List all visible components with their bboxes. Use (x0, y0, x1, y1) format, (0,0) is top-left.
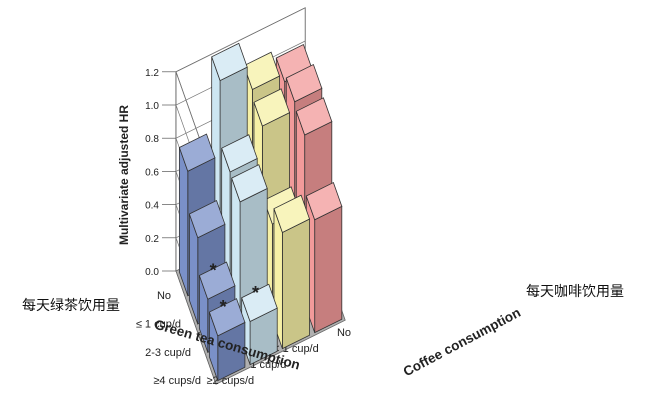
bar-top-face (188, 199, 226, 239)
bar-top-face (231, 164, 268, 203)
significance-marker: * (210, 261, 217, 281)
bar-top-face (178, 133, 216, 172)
bar-top-face (273, 194, 311, 234)
significance-marker: * (252, 283, 259, 303)
bar-top-face (208, 298, 246, 337)
y-axis-label: Multivariate adjusted HR (117, 105, 131, 245)
bar-top-face (241, 283, 278, 323)
coffee-tick-label: No (337, 327, 351, 339)
bar (273, 194, 311, 350)
y-tick-label: 0.2 (145, 234, 159, 245)
bar-front-face (314, 205, 343, 334)
bar: * (208, 297, 246, 382)
bar-front-face (281, 218, 310, 350)
y-tick-label: 0.6 (145, 167, 159, 178)
bar (305, 182, 343, 334)
bar-top-face (295, 97, 333, 136)
bar-top-face (221, 134, 258, 173)
bar-top-face (305, 182, 343, 221)
bar-top-face (253, 88, 291, 127)
bar: * (241, 283, 278, 366)
bar-top-face (243, 51, 281, 91)
green-tea-tick-label: ≤ 1 cup/d (136, 318, 181, 330)
green-tea-tick-label: ≥4 cups/d (153, 375, 201, 387)
coffee-tick-label: ≥2 cups/d (207, 375, 255, 387)
bars: *** (178, 42, 343, 382)
y-tick-label: 0.4 (145, 201, 159, 212)
y-tick-label: 1.0 (145, 101, 159, 112)
x-axis-label-chinese: 每天绿茶饮用量 (22, 298, 120, 314)
z-axis-label-chinese: 每天咖啡饮用量 (526, 284, 624, 300)
significance-marker: * (220, 297, 227, 317)
green-tea-tick-label: 2-3 cup/d (145, 347, 191, 359)
green-tea-tick-label: No (157, 290, 171, 302)
bar-top-face (211, 42, 248, 82)
z-axis-label: Coffee consumption (401, 305, 523, 380)
coffee-tick-label: 1 cup/d (250, 359, 286, 371)
y-tick-label: 1.2 (145, 68, 159, 79)
bar-side-face (178, 147, 189, 296)
bar-top-face (285, 63, 323, 103)
y-tick-label: 0.8 (145, 134, 159, 145)
bar-top-face (198, 261, 236, 300)
y-tick-label: 0.0 (145, 267, 159, 278)
